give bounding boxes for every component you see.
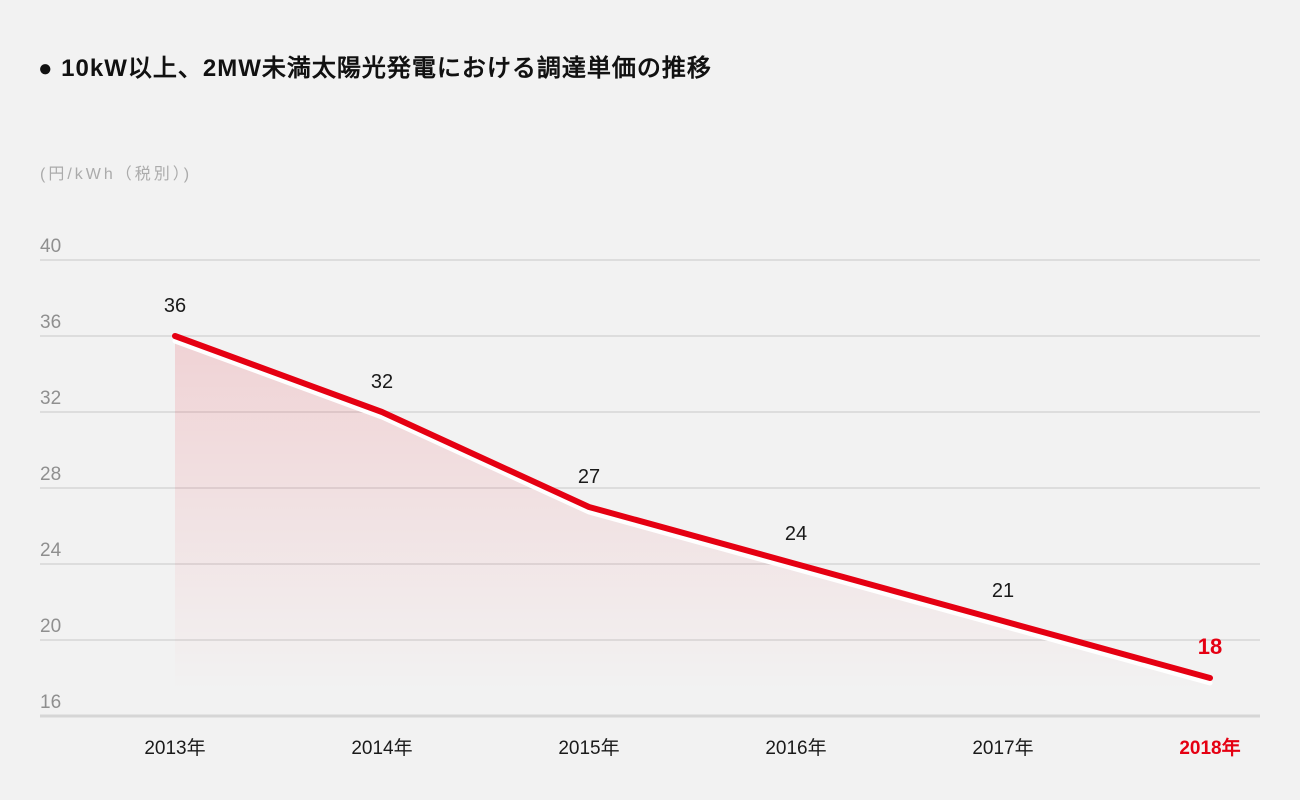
x-axis-label-2017年: 2017年 [972, 737, 1033, 759]
y-tick-label-32: 32 [40, 388, 61, 409]
value-label-2018年: 18 [1198, 634, 1222, 659]
x-axis-label-2016年: 2016年 [765, 737, 826, 759]
value-label-2013年: 36 [164, 295, 186, 317]
chart-title: ● 10kW以上、2MW未満太陽光発電における調達単価の推移 [38, 55, 712, 82]
y-tick-label-36: 36 [40, 312, 61, 333]
value-label-2016年: 24 [785, 523, 807, 545]
x-axis-label-2015年: 2015年 [558, 737, 619, 759]
x-axis-label-2018年: 2018年 [1179, 736, 1240, 759]
price-line [172, 333, 1213, 681]
x-axis-label-2013年: 2013年 [144, 737, 205, 759]
y-tick-label-24: 24 [40, 540, 62, 561]
y-tick-label-16: 16 [40, 692, 61, 713]
value-label-2014年: 32 [371, 371, 393, 393]
y-tick-label-28: 28 [40, 464, 61, 485]
x-axis-label-2014年: 2014年 [351, 737, 412, 759]
y-tick-label-40: 40 [40, 236, 61, 257]
area-fill [175, 336, 1210, 716]
y-tick-label-20: 20 [40, 616, 61, 637]
line-white-underlay [172, 338, 1213, 686]
y-axis-unit-label: (円/kWh（税別）) [40, 166, 193, 183]
value-label-2017年: 21 [992, 580, 1014, 602]
value-label-2015年: 27 [578, 466, 600, 488]
